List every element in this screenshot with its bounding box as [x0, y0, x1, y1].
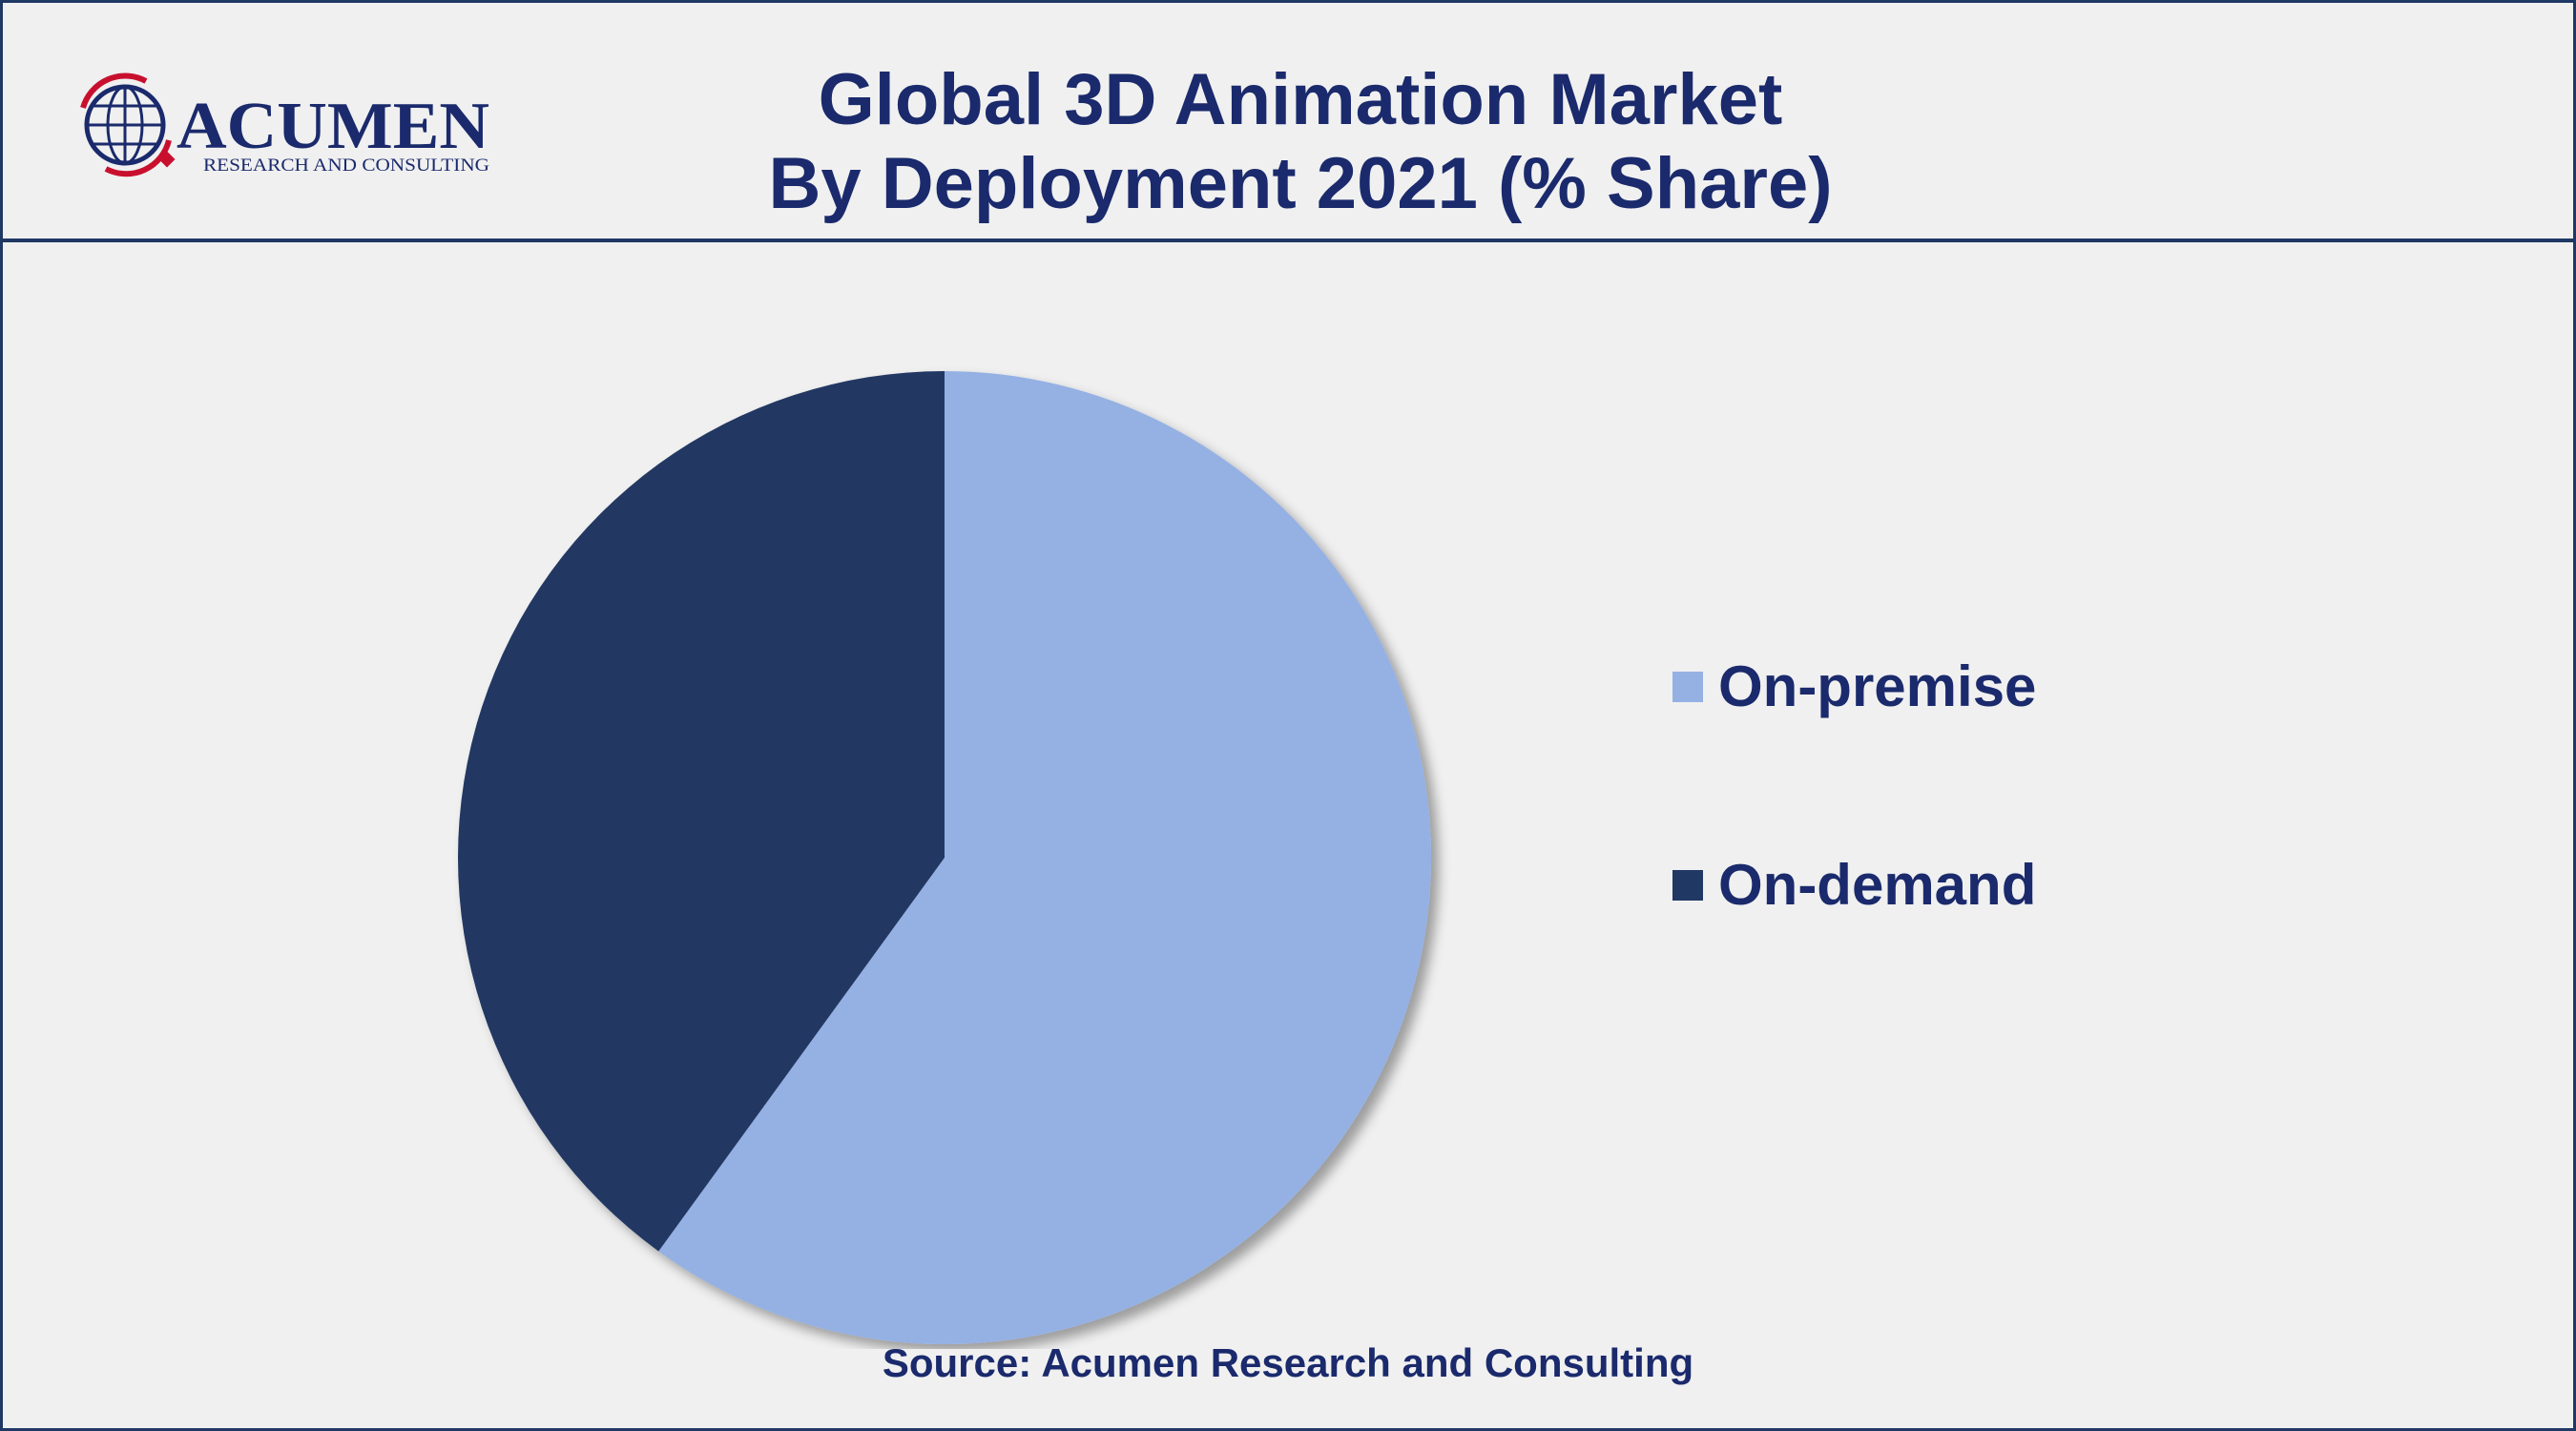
pie-slice-on-demand — [457, 371, 945, 1252]
header: ACUMEN RESEARCH AND CONSULTING Global 3D… — [3, 3, 2573, 242]
acumen-logo: ACUMEN RESEARCH AND CONSULTING — [80, 73, 489, 177]
chart-area: On-premise On-demand — [3, 242, 2573, 1428]
chart-title: Global 3D Animation Market — [818, 59, 1783, 140]
source-note: Source: Acumen Research and Consulting — [882, 1340, 1694, 1385]
legend-swatch-on-demand — [1672, 870, 1703, 901]
logo-tagline: RESEARCH AND CONSULTING — [203, 156, 489, 176]
legend-label-on-demand: On-demand — [1718, 853, 2037, 917]
logo-wordmark: ACUMEN — [177, 90, 489, 163]
pie-chart — [457, 371, 1431, 1344]
legend-swatch-on-premise — [1672, 672, 1703, 702]
chart-subtitle: By Deployment 2021 (% Share) — [768, 143, 1833, 224]
legend-label-on-premise: On-premise — [1718, 654, 2037, 718]
pie-slice-on-premise — [658, 371, 1431, 1344]
globe-icon — [80, 73, 176, 177]
